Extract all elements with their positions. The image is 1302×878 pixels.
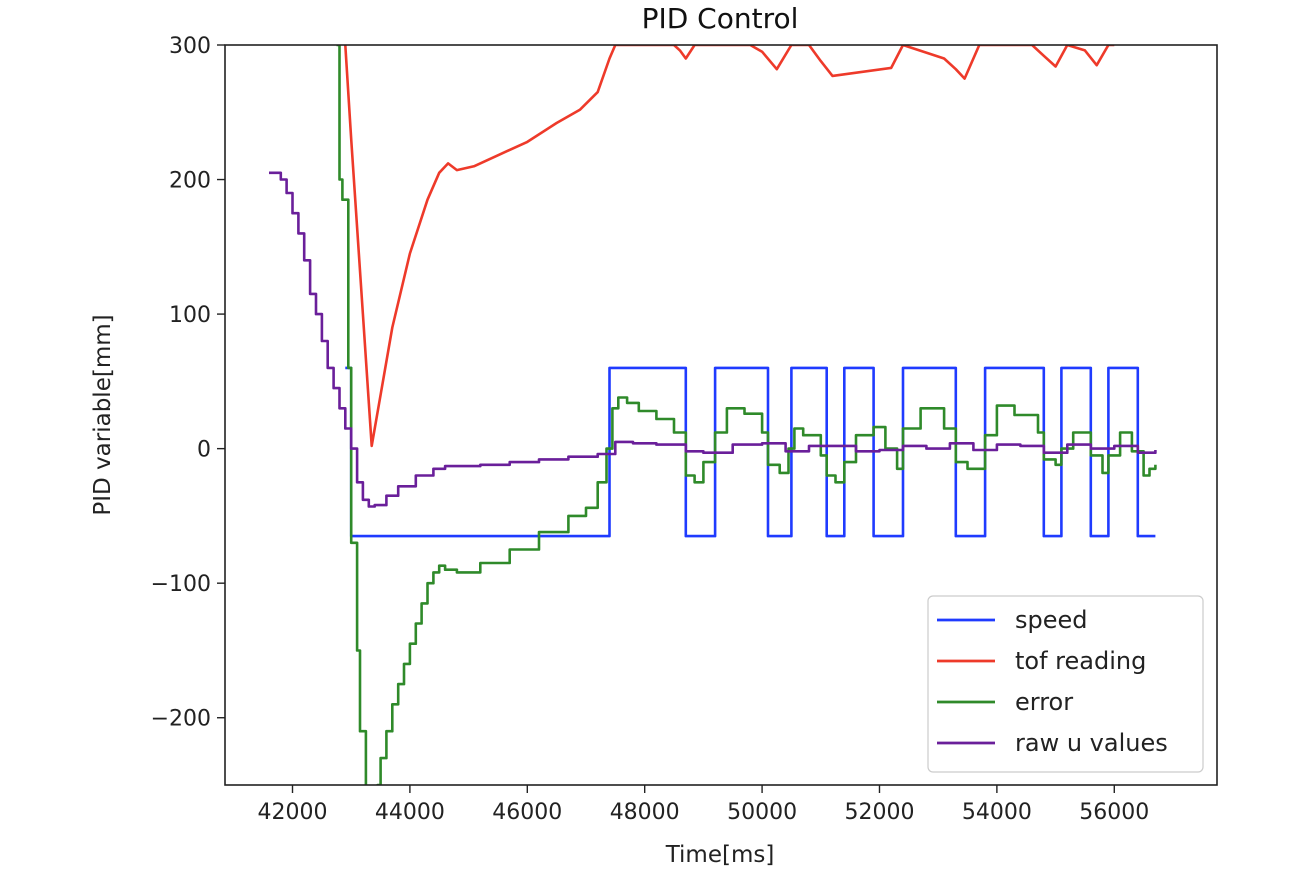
x-tick-label: 56000 [1079,800,1149,825]
y-tick-label: −100 [151,572,211,597]
x-axis: 42000 44000 46000 48000 50000 52000 54000 56000 [258,785,1149,825]
x-tick-label: 50000 [727,800,797,825]
legend-label-speed: speed [1015,606,1088,634]
legend-label-raw-u-values: raw u values [1015,729,1168,757]
y-axis-label: PID variable[mm] [90,314,116,515]
x-tick-label: 52000 [844,800,914,825]
legend-label-error: error [1015,688,1073,716]
y-tick-label: −200 [151,707,211,732]
legend: speed tof reading error raw u values [927,595,1204,773]
y-tick-label: 300 [169,34,211,59]
series-tof-reading-line [344,45,1115,448]
legend-label-tof-reading: tof reading [1015,647,1146,675]
y-tick-label: 100 [169,303,211,328]
series-speed-line [345,366,1156,538]
series-error-line [336,45,1157,785]
x-tick-label: 54000 [962,800,1032,825]
series-layer [269,45,1157,785]
x-tick-label: 48000 [610,800,680,825]
x-tick-label: 46000 [492,800,562,825]
plot-frame [224,44,1218,786]
series-raw-u-values-line [269,171,1157,508]
y-tick-label: 0 [197,438,211,463]
x-axis-label: Time[ms] [665,842,775,868]
x-tick-label: 42000 [258,800,328,825]
x-tick-label: 44000 [375,800,445,825]
y-tick-label: 200 [169,169,211,194]
chart-title: PID Control [642,2,799,35]
legend-box [927,595,1204,773]
y-axis: −200 −100 0 100 200 300 [151,34,225,732]
